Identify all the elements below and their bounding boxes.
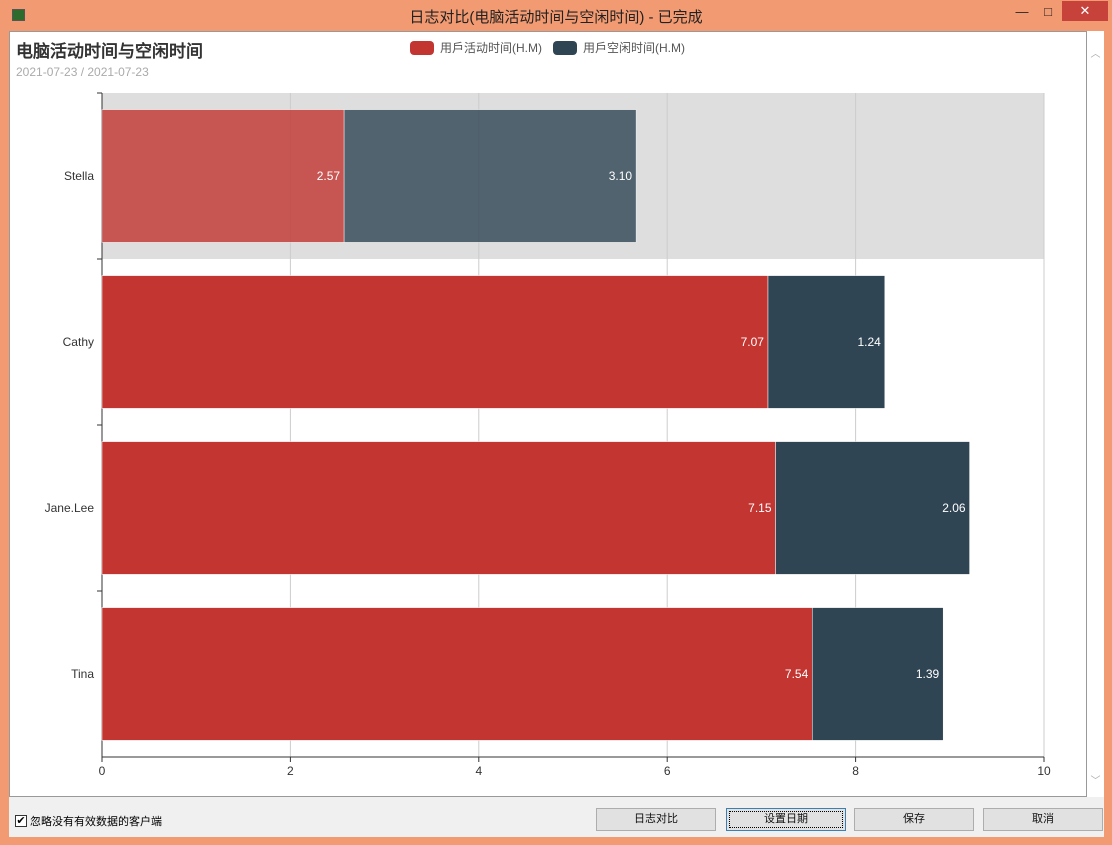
y-tick-label: Stella	[64, 169, 94, 183]
data-label: 1.24	[857, 335, 881, 349]
minimize-button[interactable]: —	[1015, 4, 1029, 19]
dialog-body: 0 2 4 6 8 10 Stella 2.57 3.10 Cathy 7.07 1.24 Jane.L…	[9, 31, 1104, 837]
data-label: 1.39	[916, 667, 940, 681]
data-label: 7.54	[785, 667, 809, 681]
checkbox-label: 忽略没有有效数据的客户端	[30, 816, 162, 828]
y-tick-label: Tina	[71, 667, 94, 681]
chart-panel: 0 2 4 6 8 10 Stella 2.57 3.10 Cathy 7.07 1.24 Jane.L…	[9, 31, 1087, 797]
window-title: 日志对比(电脑活动时间与空闲时间) - 已完成	[409, 9, 703, 26]
legend-active[interactable]: 用戶活动时间(H.M)	[410, 39, 542, 56]
data-label: 7.15	[748, 501, 772, 515]
x-tick-label: 2	[287, 764, 294, 778]
data-label: 2.57	[317, 169, 341, 183]
vertical-scrollbar[interactable]: ︿ ﹀	[1087, 31, 1104, 797]
ignore-empty-checkbox[interactable]: ✔ 忽略没有有效数据的客户端	[15, 813, 162, 829]
legend-label: 用戶活动时间(H.M)	[440, 41, 542, 55]
chart-title: 电脑活动时间与空闲时间	[16, 42, 203, 61]
data-label: 7.07	[741, 335, 765, 349]
x-tick-label: 6	[664, 764, 671, 778]
x-tick-label: 0	[99, 764, 106, 778]
bar-segment	[775, 441, 970, 575]
maximize-button[interactable]: □	[1044, 4, 1052, 19]
app-icon	[12, 9, 25, 21]
bar-segment	[101, 607, 813, 741]
checkbox-icon[interactable]: ✔	[15, 815, 27, 827]
x-tick-label: 10	[1037, 764, 1051, 778]
bar-segment	[767, 275, 886, 409]
x-tick-label: 4	[475, 764, 482, 778]
legend-label: 用戶空闲时间(H.M)	[583, 41, 685, 55]
bar-chart: 0 2 4 6 8 10 Stella 2.57 3.10 Cathy 7.07 1.24 Jane.L…	[45, 92, 1051, 778]
legend-idle[interactable]: 用戶空闲时间(H.M)	[553, 39, 685, 56]
y-tick-label: Cathy	[63, 335, 94, 349]
set-date-button[interactable]: 设置日期	[726, 808, 846, 831]
y-tick-label: Jane.Lee	[45, 501, 95, 515]
scroll-down-icon[interactable]: ﹀	[1090, 776, 1101, 787]
bar-segment	[101, 441, 776, 575]
save-button[interactable]: 保存	[854, 808, 974, 831]
close-button[interactable]: ✕	[1062, 1, 1108, 21]
title-bar: 日志对比(电脑活动时间与空闲时间) - 已完成 — □ ✕	[0, 0, 1112, 31]
data-label: 3.10	[609, 169, 633, 183]
bar-segment	[101, 109, 345, 243]
bar-segment	[812, 607, 944, 741]
legend-swatch	[553, 40, 577, 55]
x-tick-label: 8	[852, 764, 859, 778]
legend-swatch	[410, 40, 434, 55]
date-range: 2021-07-23 / 2021-07-23	[16, 65, 149, 79]
bar-segment	[101, 275, 769, 409]
scroll-up-icon[interactable]: ︿	[1090, 49, 1101, 60]
bar-segment	[343, 109, 637, 243]
log-compare-button[interactable]: 日志对比	[596, 808, 716, 831]
data-label: 2.06	[942, 501, 966, 515]
cancel-button[interactable]: 取消	[983, 808, 1103, 831]
